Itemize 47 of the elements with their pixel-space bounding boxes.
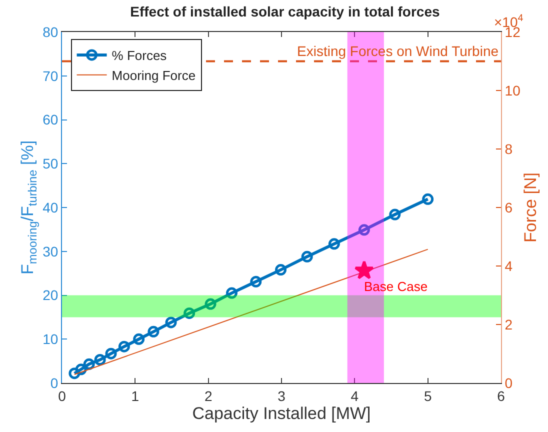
point — [301, 250, 313, 262]
x-tick-label: 5 — [424, 388, 432, 404]
y-tick-label: 10 — [42, 331, 58, 348]
y-tick-label: 50 — [42, 156, 58, 172]
annotation: Base Case — [364, 279, 428, 294]
legend-label: % Forces — [112, 48, 168, 64]
y-tick-label: 0 — [50, 374, 58, 391]
y2-tick-label: 0 — [504, 374, 513, 391]
point — [204, 298, 216, 310]
point — [118, 340, 130, 352]
point — [68, 368, 80, 380]
x-axis-title: Capacity Installed [MW] — [192, 404, 371, 424]
point — [75, 364, 87, 376]
point — [94, 354, 106, 366]
point — [389, 208, 401, 220]
point — [133, 333, 145, 345]
point — [83, 358, 95, 370]
chart-title: Effect of installed solar capacity in total forces — [130, 3, 440, 20]
point — [148, 326, 160, 338]
y2-axis-title: Force [N] — [520, 172, 540, 242]
y-tick-label: 70 — [42, 68, 58, 84]
y-tick-label: 30 — [42, 243, 58, 260]
x-tick-label: 6 — [497, 388, 506, 404]
y2-tick-label: 2 — [504, 316, 513, 332]
y2-tick-label: 10 — [504, 82, 521, 98]
point — [422, 193, 434, 205]
y2-tick-label: 4 — [504, 258, 513, 274]
point — [226, 287, 238, 299]
point — [105, 348, 117, 360]
x-tick-label: 4 — [350, 388, 359, 404]
y-tick-label: 40 — [42, 199, 58, 216]
legend-label: Mooring Force — [112, 68, 196, 83]
y2-tick-label: 8 — [504, 140, 513, 157]
ref-line-label: Existing Forces on Wind Turbine — [297, 43, 499, 59]
point — [275, 264, 287, 276]
y-tick-label: 20 — [42, 287, 58, 304]
x-tick-label: 1 — [131, 388, 140, 404]
y-tick-label: 60 — [42, 112, 58, 128]
y-tick-label: 80 — [42, 24, 58, 40]
x-tick-label: 2 — [204, 388, 212, 404]
y2-tick-label: 6 — [504, 199, 513, 216]
point — [250, 276, 262, 288]
point — [184, 307, 196, 319]
point — [358, 224, 370, 236]
point — [165, 316, 177, 328]
point — [328, 238, 340, 250]
x-tick-label: 3 — [278, 388, 286, 404]
